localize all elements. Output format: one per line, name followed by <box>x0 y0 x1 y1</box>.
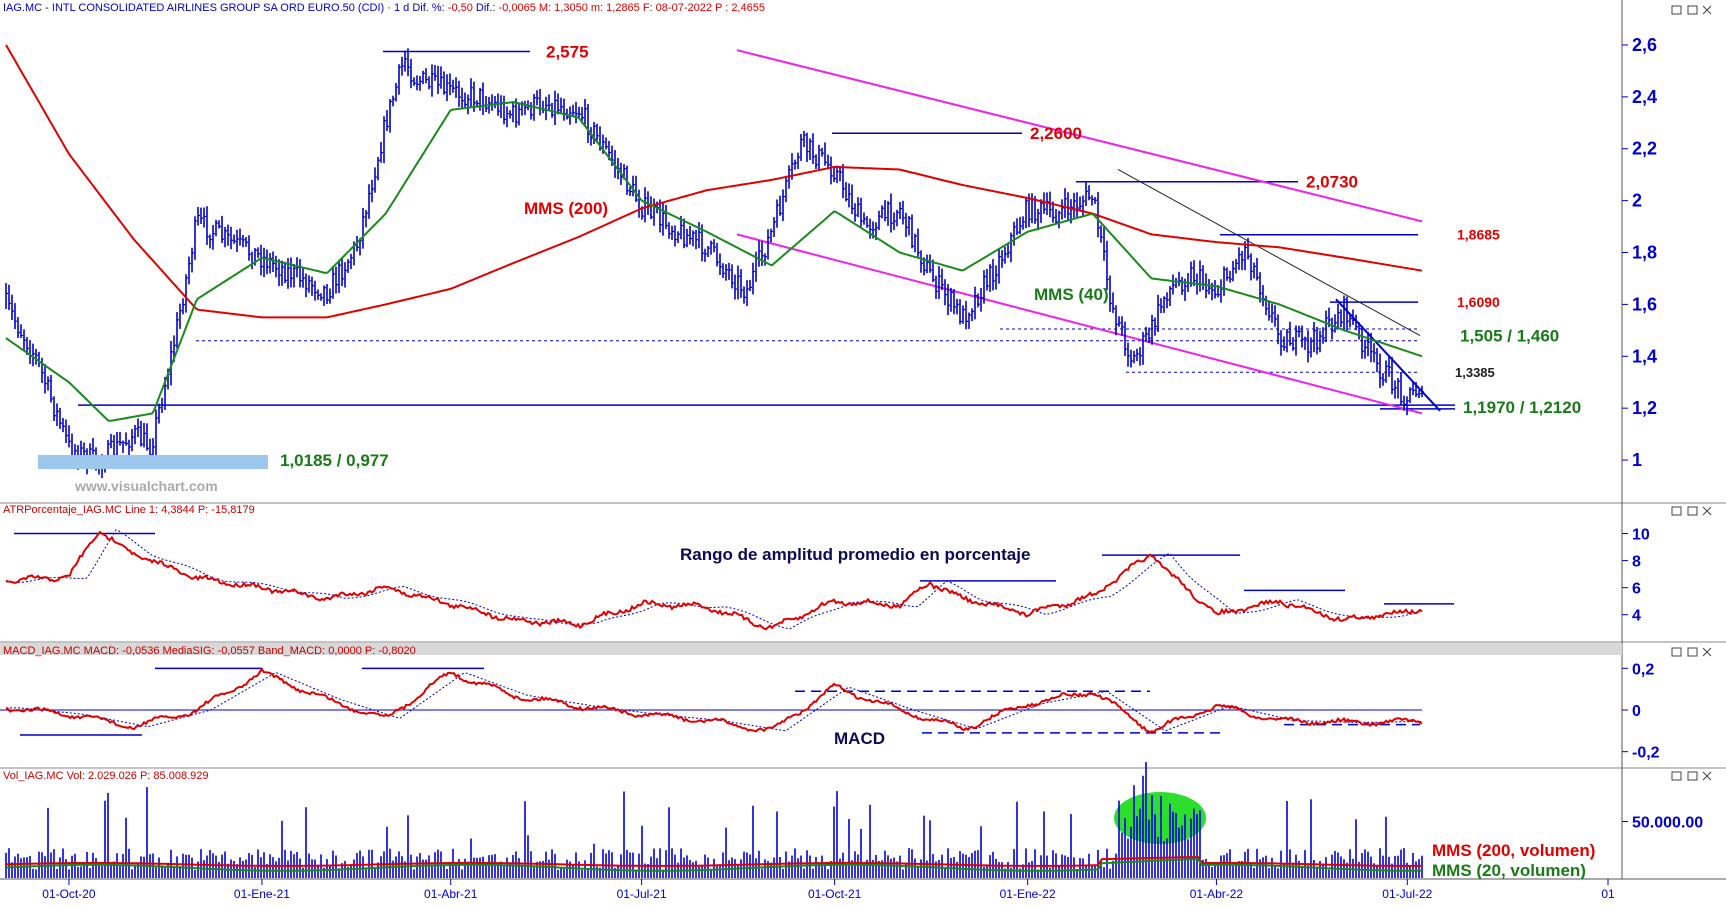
ma200-label: MMS (200) <box>524 199 608 218</box>
macd-header: MACD_IAG.MC MACD: -0,0536 MediaSIG: -0,0… <box>3 645 416 657</box>
ma40-label: MMS (40) <box>1034 285 1109 304</box>
atr-axis-tick: 4 <box>1632 608 1641 625</box>
x-axis-tick: 01-Jul-22 <box>1382 887 1432 901</box>
level-label-2575: 2,575 <box>546 42 589 61</box>
price-axis-tick: 1,4 <box>1632 346 1657 366</box>
macd-axis-tick: 0,2 <box>1632 661 1654 678</box>
price-header: IAG.MC - INTL CONSOLIDATED AIRLINES GROU… <box>3 2 765 14</box>
x-axis-tick: 01-Abr-21 <box>424 887 478 901</box>
macd-signal-line <box>6 671 1422 732</box>
atr-signal-line <box>5 529 1423 630</box>
window-controls <box>1671 5 1712 781</box>
ma40-line <box>5 101 1423 422</box>
close-icon <box>1702 5 1712 15</box>
x-axis-tick: 01-Jul-21 <box>617 887 667 901</box>
atr-annotation: Rango de amplitud promedio en porcentaje <box>680 545 1030 564</box>
x-axis: 01-Oct-20 01-Ene-21 01-Abr-21 01-Jul-21 01-O… <box>42 879 1615 901</box>
support-zone <box>38 455 268 469</box>
price-axis-tick: 1,8 <box>1632 243 1657 263</box>
level-label-1505-1460: 1,505 / 1,460 <box>1460 327 1559 346</box>
price-axis-tick: 2,6 <box>1632 35 1657 55</box>
x-axis-tick: 01-Oct-21 <box>808 887 862 901</box>
y-axes: 2,6 2,4 2,2 2 1,8 1,6 1,4 1,2 1 10 8 6 4 0,2 0 -0,2 50.0… <box>1622 35 1703 832</box>
macd-guides <box>0 667 1422 736</box>
atr-axis-tick: 6 <box>1632 581 1641 598</box>
price-axis-tick: 2,4 <box>1632 87 1657 107</box>
level-label-1197-1212: 1,1970 / 1,2120 <box>1463 398 1581 417</box>
volume-highlight <box>1114 792 1206 844</box>
level-label-1609: 1,6090 <box>1457 294 1500 310</box>
minimize-icon <box>1671 506 1682 516</box>
x-axis-tick: 01-Ene-21 <box>234 887 290 901</box>
macd-axis-tick: -0,2 <box>1632 745 1660 762</box>
volume-ma200-line <box>5 856 1422 867</box>
ma200-line <box>5 44 1423 319</box>
macd-axis-tick: 0 <box>1632 703 1641 720</box>
macd-line <box>5 667 1423 734</box>
volume-ma20-line <box>5 858 1422 872</box>
price-axis-tick: 1,6 <box>1632 294 1657 314</box>
x-axis-tick: 01 <box>1601 887 1615 901</box>
volume-axis-tick: 50.000.00 <box>1632 815 1703 832</box>
minimize-icon <box>1671 647 1682 657</box>
trendline-black <box>1117 169 1421 336</box>
panel-frames <box>0 0 1726 880</box>
watermark: www.visualchart.com <box>74 478 218 494</box>
restore-icon <box>1687 506 1698 516</box>
close-icon <box>1702 506 1712 516</box>
atr-header: ATRPorcentaje_IAG.MC Line 1: 4,3844 P: -… <box>3 504 255 516</box>
x-axis-tick: 01-Ene-22 <box>1000 887 1056 901</box>
price-axis-tick: 1,2 <box>1632 398 1657 418</box>
channel-lower-line <box>736 233 1423 415</box>
price-level-labels: 2,575 2,2600 2,0730 1,8685 1,6090 1,505 / 1,4… <box>280 42 1581 470</box>
price-levels <box>78 50 1455 410</box>
close-icon <box>1702 647 1712 657</box>
atr-axis-tick: 8 <box>1632 554 1641 571</box>
minimize-icon <box>1671 5 1682 15</box>
level-label-13385: 1,3385 <box>1455 365 1495 380</box>
price-axis-tick: 2,2 <box>1632 139 1657 159</box>
atr-line <box>5 530 1423 631</box>
level-label-1018-0977: 1,0185 / 0,977 <box>280 451 389 470</box>
level-label-18685: 1,8685 <box>1457 227 1500 243</box>
x-axis-tick: 01-Abr-22 <box>1190 887 1244 901</box>
minimize-icon <box>1671 771 1682 781</box>
channel-upper-line <box>736 49 1423 223</box>
restore-icon <box>1687 5 1698 15</box>
atr-axis-tick: 10 <box>1632 527 1650 544</box>
macd-label: MACD <box>834 729 885 748</box>
level-label-2073: 2,0730 <box>1306 173 1358 192</box>
close-icon <box>1702 771 1712 781</box>
volume-ma20-label: MMS (20, volumen) <box>1432 861 1586 880</box>
x-axis-tick: 01-Oct-20 <box>42 887 96 901</box>
volume-ma200-label: MMS (200, volumen) <box>1432 841 1595 860</box>
price-channel <box>736 49 1441 415</box>
restore-icon <box>1687 647 1698 657</box>
volume-header: Vol_IAG.MC Vol: 2.029.026 P: 85.008.929 <box>3 770 208 782</box>
price-series <box>5 48 1424 479</box>
level-label-2260: 2,2600 <box>1030 124 1082 143</box>
price-axis-tick: 2 <box>1632 191 1642 211</box>
price-axis-tick: 1 <box>1632 450 1642 470</box>
restore-icon <box>1687 771 1698 781</box>
